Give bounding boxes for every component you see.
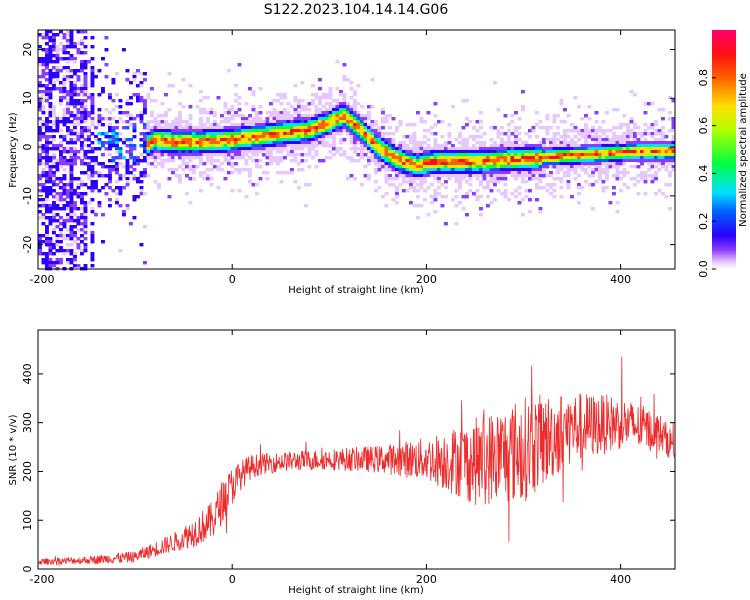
spectrogram-x-tick-label: 0 [229, 273, 236, 286]
spectrogram-frame [37, 29, 676, 270]
snr-y-tick-label: 400 [21, 363, 34, 384]
spectrogram-y-tick-label: 10 [21, 91, 34, 105]
colorbar-tick-label: 0.4 [697, 165, 710, 183]
spectrogram-x-tick-label: 200 [416, 273, 437, 286]
colorbar: 0.0 0.2 0.4 0.6 0.8 Normalized spectral ampl… [697, 30, 749, 278]
colorbar-ticks: 0.0 0.2 0.4 0.6 0.8 [697, 69, 716, 278]
spectrogram-x-tick-label: 400 [610, 273, 631, 286]
snr-x-tick-label: 400 [610, 573, 631, 586]
colorbar-tick-label: 0.8 [697, 69, 710, 87]
colorbar-tick-label: 0.0 [697, 260, 710, 278]
colorbar-label: Normalized spectral amplitude [738, 73, 749, 227]
spectrogram-y-tick-label: 20 [21, 43, 34, 57]
spectrogram-x-axis-label: Height of straight line (km) [288, 285, 424, 296]
spectrogram-y-axis-label: Frequency (Hz) [8, 112, 19, 188]
snr-y-tick-label: 200 [21, 461, 34, 482]
snr-x-tick-label: 200 [416, 573, 437, 586]
spectrogram-panel: -200 0 200 400 -20 -10 0 10 20 Height of straigh… [8, 29, 676, 296]
snr-y-axis-label: SNR (10 * v/v) [8, 414, 19, 485]
colorbar-gradient [712, 30, 736, 269]
figure-title: S122.2023.104.14.14.G06 [264, 2, 449, 18]
snr-series-line [38, 356, 675, 566]
spectrogram-x-tick-label: -200 [30, 273, 55, 286]
colorbar-tick-label: 0.6 [697, 117, 710, 135]
snr-x-axis-label: Height of straight line (km) [288, 585, 424, 596]
colorbar-tick-label: 0.2 [697, 212, 710, 230]
spectrogram-y-tick-label: -10 [21, 187, 34, 205]
snr-y-tick-label: 0 [21, 566, 34, 573]
snr-x-tick-label: 0 [229, 573, 236, 586]
spectrogram-y-tick-label: -20 [21, 236, 34, 254]
snr-y-tick-label: 100 [21, 510, 34, 531]
snr-x-tick-label: -200 [30, 573, 55, 586]
snr-frame [37, 329, 676, 570]
spectrogram-ticks: -200 0 200 400 -20 -10 0 10 20 [21, 30, 675, 286]
snr-y-tick-label: 300 [21, 412, 34, 433]
spectrogram-y-tick-label: 0 [21, 144, 34, 151]
spectrogram-heatmap [38, 30, 676, 271]
